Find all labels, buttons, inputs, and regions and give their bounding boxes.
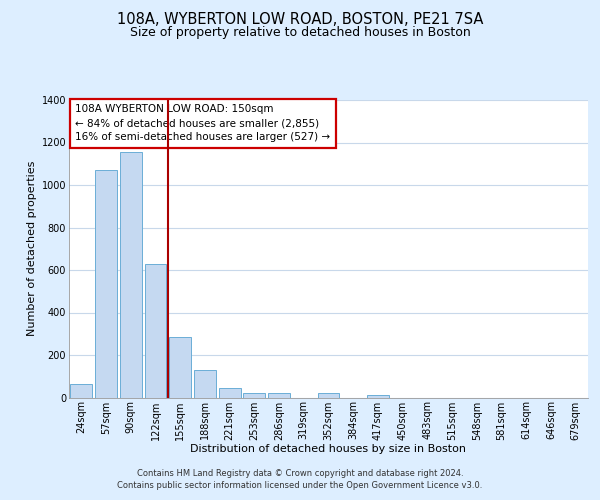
Bar (120, 152, 142, 398)
Bar (95, 170, 117, 398)
Bar (317, 393, 340, 398)
Bar (145, 264, 166, 398)
Bar (194, 370, 216, 398)
Text: Contains HM Land Registry data © Crown copyright and database right 2024.: Contains HM Land Registry data © Crown c… (137, 470, 463, 478)
X-axis label: Distribution of detached houses by size in Boston: Distribution of detached houses by size … (191, 444, 467, 454)
Text: Contains public sector information licensed under the Open Government Licence v3: Contains public sector information licen… (118, 482, 482, 490)
Bar (70, 384, 92, 398)
Bar (219, 388, 241, 398)
Y-axis label: Number of detached properties: Number of detached properties (28, 161, 37, 336)
Bar (244, 393, 265, 398)
Bar (367, 396, 389, 398)
Bar (268, 393, 290, 398)
Text: Size of property relative to detached houses in Boston: Size of property relative to detached ho… (130, 26, 470, 39)
Bar (169, 337, 191, 398)
Text: 108A WYBERTON LOW ROAD: 150sqm
← 84% of detached houses are smaller (2,855)
16% : 108A WYBERTON LOW ROAD: 150sqm ← 84% of … (75, 104, 331, 142)
Text: 108A, WYBERTON LOW ROAD, BOSTON, PE21 7SA: 108A, WYBERTON LOW ROAD, BOSTON, PE21 7S… (117, 12, 483, 28)
